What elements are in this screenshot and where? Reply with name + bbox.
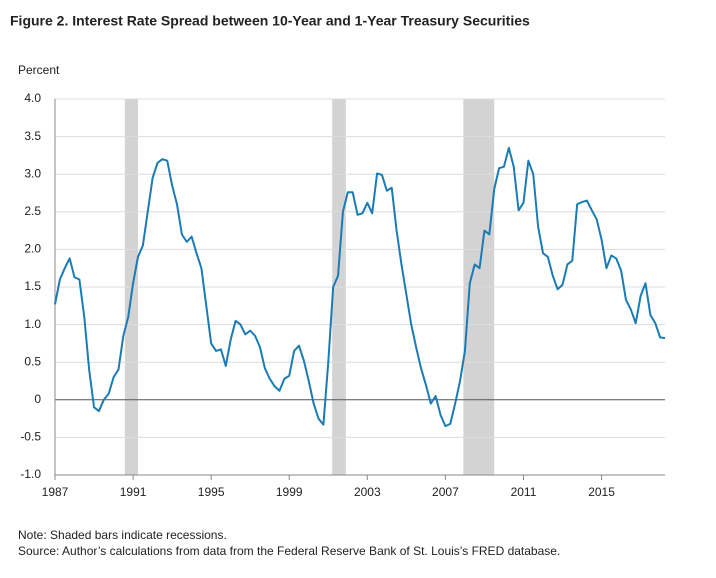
x-tick-label: 2003 [354, 485, 381, 499]
y-tick-label: -1.0 [20, 467, 41, 481]
y-tick-label: 2.0 [24, 242, 41, 256]
note: Source: Author’s calculations from data … [18, 544, 560, 558]
data-line [54, 146, 666, 428]
x-tick-label: 1999 [276, 485, 303, 499]
y-axis-label: Percent [18, 63, 60, 77]
y-tick-label: 1.5 [24, 279, 41, 293]
x-tick-label: 2015 [588, 485, 615, 499]
x-tick-label: 2011 [511, 485, 537, 499]
y-tick-label: 2.5 [24, 204, 41, 218]
note: Note: Shaded bars indicate recessions. [18, 528, 227, 542]
y-tick-label: 0 [34, 392, 41, 406]
y-tick-label: 3.0 [24, 166, 41, 180]
x-tick-label: 1991 [120, 485, 147, 499]
x-tick-label: 2007 [432, 485, 459, 499]
y-tick-label: 4.0 [24, 91, 41, 105]
x-tick-label: 1987 [42, 485, 69, 499]
y-tick-label: 0.5 [24, 354, 41, 368]
chart-title: Figure 2. Interest Rate Spread between 1… [10, 13, 530, 29]
x-tick-label: 1995 [198, 485, 225, 499]
y-tick-label: 3.5 [24, 129, 41, 143]
y-tick-label: 1.0 [24, 317, 41, 331]
y-tick-label: -0.5 [20, 430, 41, 444]
